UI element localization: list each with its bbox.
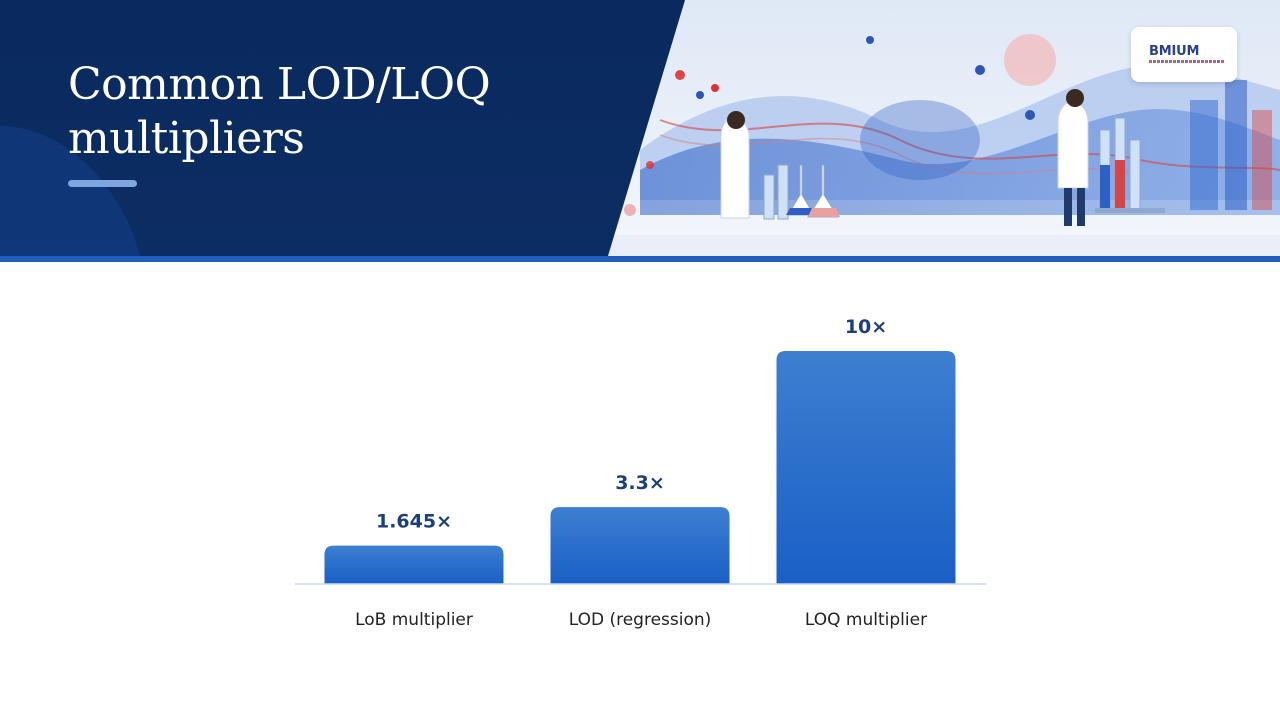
header-banner: Common LOD/LOQ multipliers BMIUM bbox=[0, 0, 1280, 262]
logo-card bbox=[1131, 27, 1237, 82]
header-divider bbox=[0, 256, 1280, 262]
bar-value-label-1: 3.3× bbox=[615, 472, 665, 494]
bar-value-label-2: 10× bbox=[845, 316, 887, 338]
bar-chart: 1.645× LoB multiplier 3.3× LOD (regression)… bbox=[295, 316, 986, 630]
bar-1 bbox=[550, 507, 730, 584]
category-label-2: LOQ multiplier bbox=[805, 610, 927, 630]
logo-text: BMIUM bbox=[1149, 44, 1200, 59]
category-label-0: LoB multiplier bbox=[355, 610, 473, 630]
bar-0 bbox=[324, 545, 504, 584]
category-label-1: LOD (regression) bbox=[569, 610, 712, 630]
title-underline bbox=[68, 180, 137, 187]
bar-2 bbox=[776, 351, 956, 584]
logo-tagline-graphic bbox=[1149, 60, 1225, 63]
page-title: Common LOD/LOQ multipliers bbox=[68, 59, 491, 164]
bar-value-label-0: 1.645× bbox=[376, 511, 452, 533]
